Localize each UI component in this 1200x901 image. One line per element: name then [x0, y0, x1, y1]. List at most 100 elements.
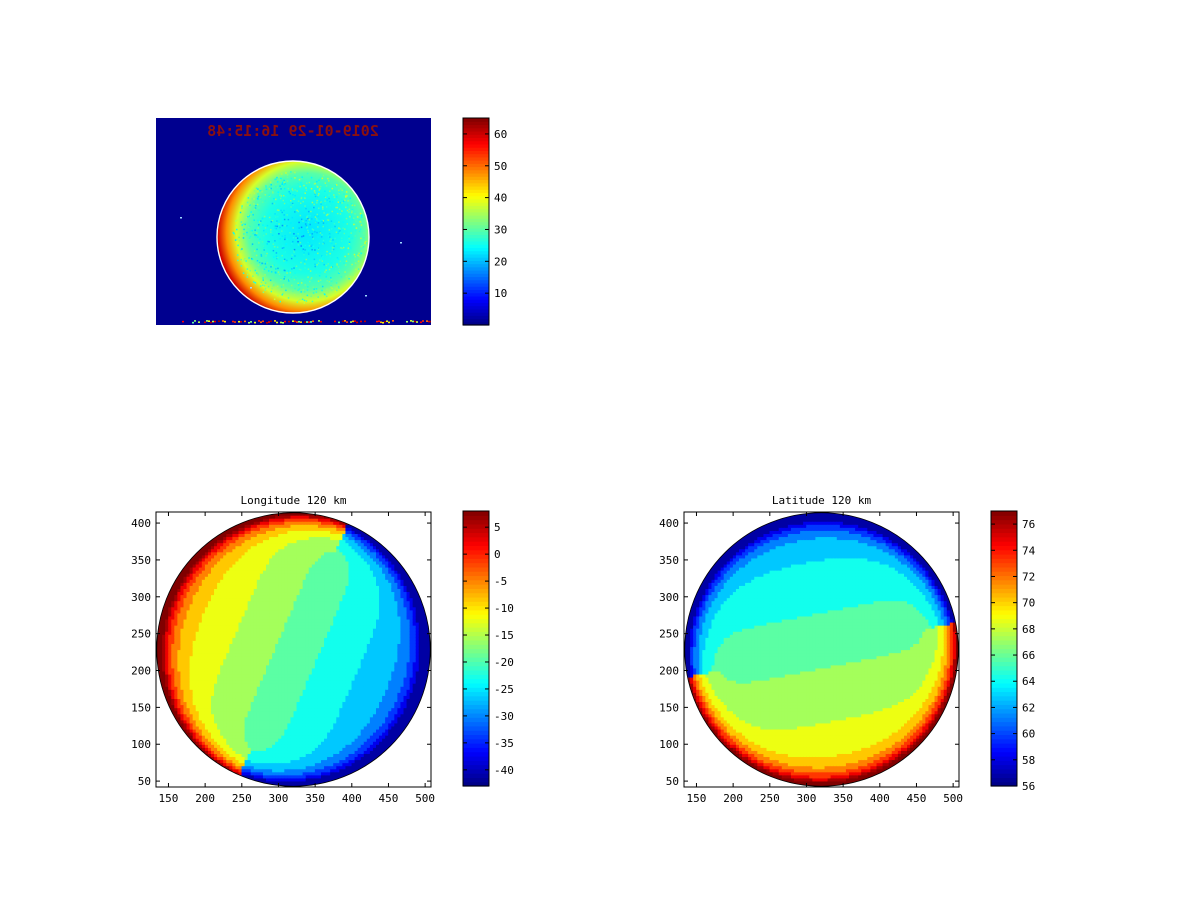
longitude-cell [262, 741, 267, 745]
longitude-cell [284, 725, 288, 730]
colorbar-image-color-step [463, 150, 489, 155]
longitude-cell [235, 542, 240, 547]
longitude-cell [180, 515, 185, 519]
longitude-cell [198, 658, 203, 663]
longitude-cell [183, 600, 188, 605]
longitude-cell [186, 515, 191, 519]
image-speckle [321, 285, 324, 288]
longitude-cell [186, 756, 191, 761]
longitude-cell [168, 573, 172, 577]
longitude-cell [220, 753, 224, 758]
longitude-cell [229, 591, 233, 596]
longitude-cell [235, 658, 240, 663]
longitude-cell [262, 618, 267, 623]
longitude-cell [284, 747, 288, 751]
longitude-cell [217, 612, 221, 617]
longitude-cell [189, 615, 194, 620]
longitude-cell [198, 780, 203, 785]
longitude-cell [174, 664, 178, 669]
longitude-cell [278, 765, 282, 770]
image-speckle [249, 194, 251, 196]
longitude-cell [180, 548, 185, 553]
longitude-cell [266, 557, 270, 562]
image-speckle [319, 283, 322, 286]
longitude-cell [241, 756, 246, 761]
longitude-cell [278, 777, 282, 782]
longitude-cell [256, 698, 261, 703]
image-speckle [354, 274, 356, 276]
image-speckle [318, 242, 321, 245]
longitude-cell [266, 759, 270, 764]
longitude-cell [247, 756, 252, 761]
longitude-cell [192, 753, 197, 758]
longitude-cell [229, 612, 233, 617]
longitude-cell [211, 640, 215, 644]
longitude-cell [284, 576, 288, 580]
longitude-cell [287, 615, 292, 620]
longitude-cell [241, 628, 246, 632]
longitude-cell [211, 625, 215, 629]
longitude-cell [192, 618, 197, 623]
longitude-cell [229, 722, 233, 727]
longitude-cell [278, 704, 282, 709]
longitude-cell [180, 606, 185, 611]
longitude-cell [269, 707, 273, 712]
longitude-cell [259, 747, 264, 751]
longitude-cell [214, 780, 218, 785]
longitude-cell [195, 753, 200, 758]
longitude-cell [171, 753, 175, 758]
longitude-cell [198, 664, 203, 669]
image-speckle [241, 205, 243, 207]
image-speckle [324, 293, 326, 296]
longitude-cell [217, 585, 221, 589]
longitude-cell [180, 673, 185, 678]
image-speckle [318, 220, 320, 222]
image-speckle [306, 172, 309, 175]
longitude-cell [275, 548, 279, 553]
longitude-cell [204, 735, 209, 739]
longitude-cell [223, 646, 227, 651]
longitude-cell [238, 591, 243, 596]
longitude-cell [168, 741, 172, 745]
longitude-cell [198, 557, 203, 562]
longitude-cell [275, 670, 279, 675]
image-speckle [288, 295, 291, 298]
longitude-cell [171, 637, 175, 641]
longitude-cell [174, 530, 178, 534]
longitude-cell [241, 725, 246, 730]
longitude-cell [162, 704, 166, 709]
image-speckle [257, 236, 259, 238]
longitude-cell [201, 661, 206, 666]
longitude-cell [214, 545, 218, 550]
longitude-cell [217, 698, 221, 703]
longitude-cell [284, 615, 288, 620]
longitude-cell [250, 686, 255, 690]
longitude-cell [238, 664, 243, 669]
longitude-cell [217, 606, 221, 611]
colorbar-image-color-step [463, 276, 489, 281]
longitude-cell [287, 732, 292, 736]
longitude-cell [281, 530, 285, 534]
longitude-cell [211, 753, 215, 758]
longitude-cell [162, 673, 166, 678]
longitude-cell [262, 686, 267, 690]
longitude-cell [204, 670, 209, 675]
longitude-cell [287, 759, 292, 764]
longitude-cell [259, 725, 264, 730]
image-speckle [266, 243, 268, 245]
longitude-cell [250, 625, 255, 629]
longitude-cell [278, 600, 282, 605]
longitude-cell [214, 732, 218, 736]
longitude-cell [278, 557, 282, 562]
longitude-cell [226, 753, 230, 758]
longitude-cell [198, 756, 203, 761]
longitude-cell [272, 612, 276, 617]
image-speckle [316, 180, 318, 183]
longitude-cell [253, 521, 258, 525]
longitude-cell [192, 707, 197, 712]
longitude-cell [223, 753, 227, 758]
longitude-cell [272, 738, 276, 742]
image-speckle [296, 237, 299, 239]
longitude-cell [229, 582, 233, 586]
longitude-cell [198, 680, 203, 684]
